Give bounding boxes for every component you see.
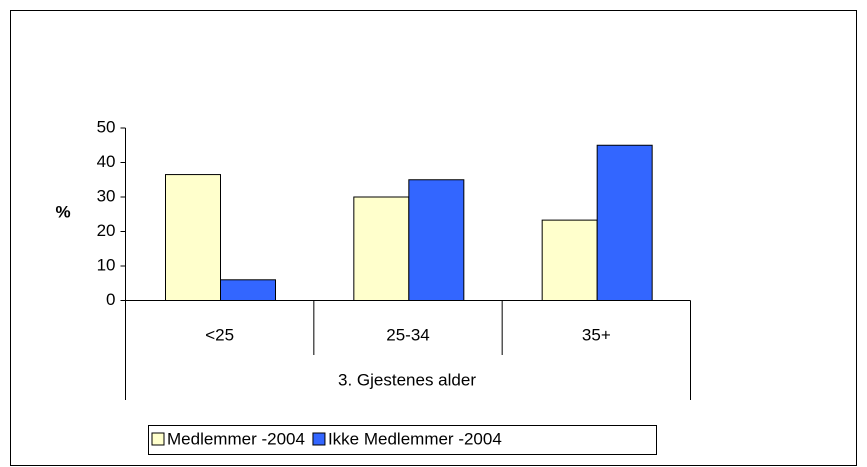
x-axis-label: 3. Gjestenes alder bbox=[338, 370, 476, 389]
legend-swatch bbox=[151, 432, 165, 446]
x-tick-label: <25 bbox=[205, 325, 234, 344]
y-axis-label: % bbox=[55, 202, 70, 221]
legend-label: Ikke Medlemmer -2004 bbox=[328, 429, 502, 448]
y-tick-label: 0 bbox=[106, 290, 115, 309]
y-tick-label: 20 bbox=[97, 221, 116, 240]
legend-box bbox=[148, 425, 657, 455]
y-tick-label: 30 bbox=[97, 186, 116, 205]
legend-swatch bbox=[312, 432, 326, 446]
bar bbox=[596, 144, 653, 301]
y-tick-label: 10 bbox=[97, 255, 116, 274]
bar bbox=[541, 219, 598, 302]
y-tick-label: 40 bbox=[97, 152, 116, 171]
x-tick-label: 35+ bbox=[582, 325, 611, 344]
legend-label: Medlemmer -2004 bbox=[167, 429, 305, 448]
x-tick-label: 25-34 bbox=[386, 325, 429, 344]
bar bbox=[165, 174, 221, 301]
y-tick-label: 50 bbox=[97, 117, 116, 136]
bar bbox=[408, 179, 465, 301]
bar bbox=[353, 196, 410, 301]
bar bbox=[220, 279, 276, 301]
